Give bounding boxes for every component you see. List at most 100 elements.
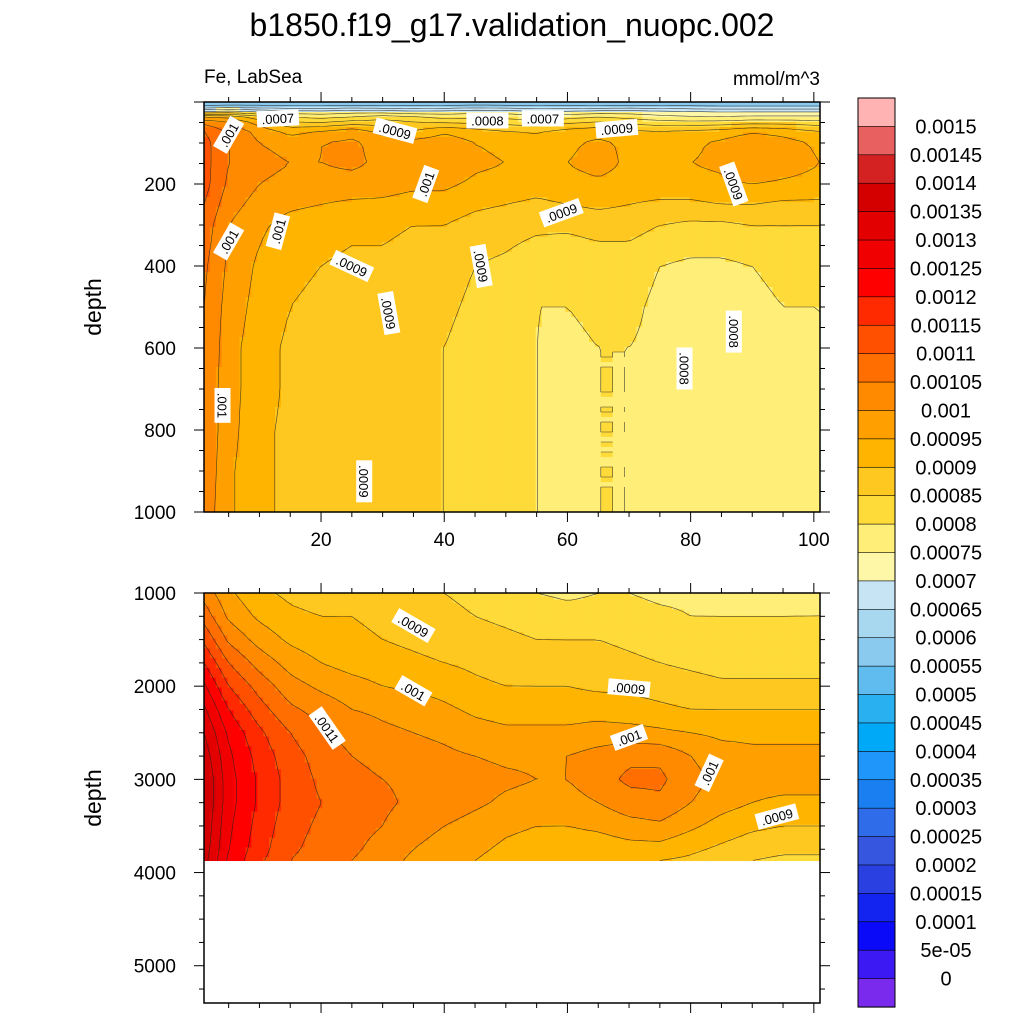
contour-fill-cell [571,287,578,293]
contour-fill-cell [808,157,815,163]
contour-fill-cell [790,327,797,333]
contour-fill-cell [625,252,632,258]
contour-fill-cell [240,177,247,183]
contour-fill-cell [281,167,288,173]
contour-fill-cell [411,292,418,298]
contour-fill-cell [216,187,223,193]
contour-fill-cell [376,137,383,143]
contour-fill-cell [666,212,673,218]
contour-fill-cell [773,237,780,243]
contour-fill-cell [471,197,478,203]
contour-fill-cell [245,257,252,263]
contour-fill-cell [269,252,276,258]
contour-fill-cell [482,212,489,218]
contour-fill-cell [257,317,264,323]
contour-fill-cell [299,232,306,238]
contour-fill-cell [352,202,359,208]
contour-fill-cell [707,332,714,338]
contour-fill-cell [755,302,762,308]
contour-fill-cell [204,222,211,228]
contour-fill-cell [512,117,519,123]
contour-fill-cell [707,287,714,293]
contour-fill-cell [494,282,501,288]
contour-fill-cell [577,287,584,293]
contour-fill-cell [630,197,637,203]
contour-fill-cell [654,132,661,138]
contour-fill-cell [305,312,312,318]
contour-fill-cell [542,292,549,298]
contour-fill-cell [548,247,555,253]
contour-fill-cell [370,102,377,108]
contour-fill-cell [601,147,608,153]
contour-fill-cell [311,222,318,228]
contour-fill-cell [784,312,791,318]
contour-fill-cell [779,247,786,253]
contour-fill-cell [583,232,590,238]
contour-fill-cell [334,272,341,278]
contour-fill-cell [767,192,774,198]
contour-fill-cell [346,132,353,138]
contour-fill-cell [755,262,762,268]
contour-fill-cell [577,187,584,193]
contour-fill-cell [518,212,525,218]
contour-fill-cell [210,172,217,178]
contour-fill-cell [630,222,637,228]
contour-fill-cell [311,307,318,313]
contour-fill-cell [423,242,430,248]
contour-fill-cell [465,147,472,153]
contour-fill-cell [476,182,483,188]
contour-fill-cell [488,137,495,143]
contour-fill-cell [293,262,300,268]
contour-fill-cell [506,147,513,153]
contour-fill-cell [684,137,691,143]
contour-fill-cell [660,287,667,293]
contour-fill-cell [613,257,620,263]
contour-fill-cell [216,172,223,178]
contour-fill-cell [601,157,608,163]
contour-fill-cell [731,142,738,148]
contour-fill-cell [494,287,501,293]
contour-fill-cell [299,327,306,333]
contour-fill-cell [684,117,691,123]
contour-fill-cell [784,332,791,338]
contour-fill-cell [322,242,329,248]
contour-fill-cell [435,287,442,293]
contour-fill-cell [713,147,720,153]
contour-fill-cell [317,117,324,123]
contour-fill-cell [796,157,803,163]
contour-fill-cell [690,332,697,338]
contour-fill-cell [317,192,324,198]
contour-fill-cell [672,247,679,253]
contour-fill-cell [447,162,454,168]
contour-fill-cell [228,302,235,308]
contour-fill-cell [761,302,768,308]
contour-fill-cell [512,162,519,168]
contour-fill-cell [465,152,472,158]
contour-fill-cell [311,262,318,268]
contour-fill-cell [305,227,312,233]
contour-fill-cell [790,297,797,303]
contour-fill-cell [743,322,750,328]
contour-fill-cell [524,182,531,188]
contour-fill-cell [565,277,572,283]
contour-fill-cell [796,212,803,218]
contour-fill-cell [340,222,347,228]
contour-fill-cell [275,132,282,138]
contour-fill-cell [435,327,442,333]
contour-fill-cell [666,257,673,263]
contour-fill-cell [636,292,643,298]
contour-fill-cell [322,237,329,243]
contour-fill-cell [755,307,762,313]
contour-fill-cell [773,157,780,163]
contour-fill-cell [577,242,584,248]
contour-fill-cell [613,187,620,193]
contour-fill-cell [506,252,513,258]
contour-fill-cell [773,277,780,283]
contour-fill-cell [702,137,709,143]
contour-fill-cell [364,282,371,288]
contour-fill-cell [382,267,389,273]
contour-fill-cell [204,322,211,328]
contour-fill-cell [228,312,235,318]
contour-fill-cell [553,272,560,278]
contour-fill-cell [666,177,673,183]
